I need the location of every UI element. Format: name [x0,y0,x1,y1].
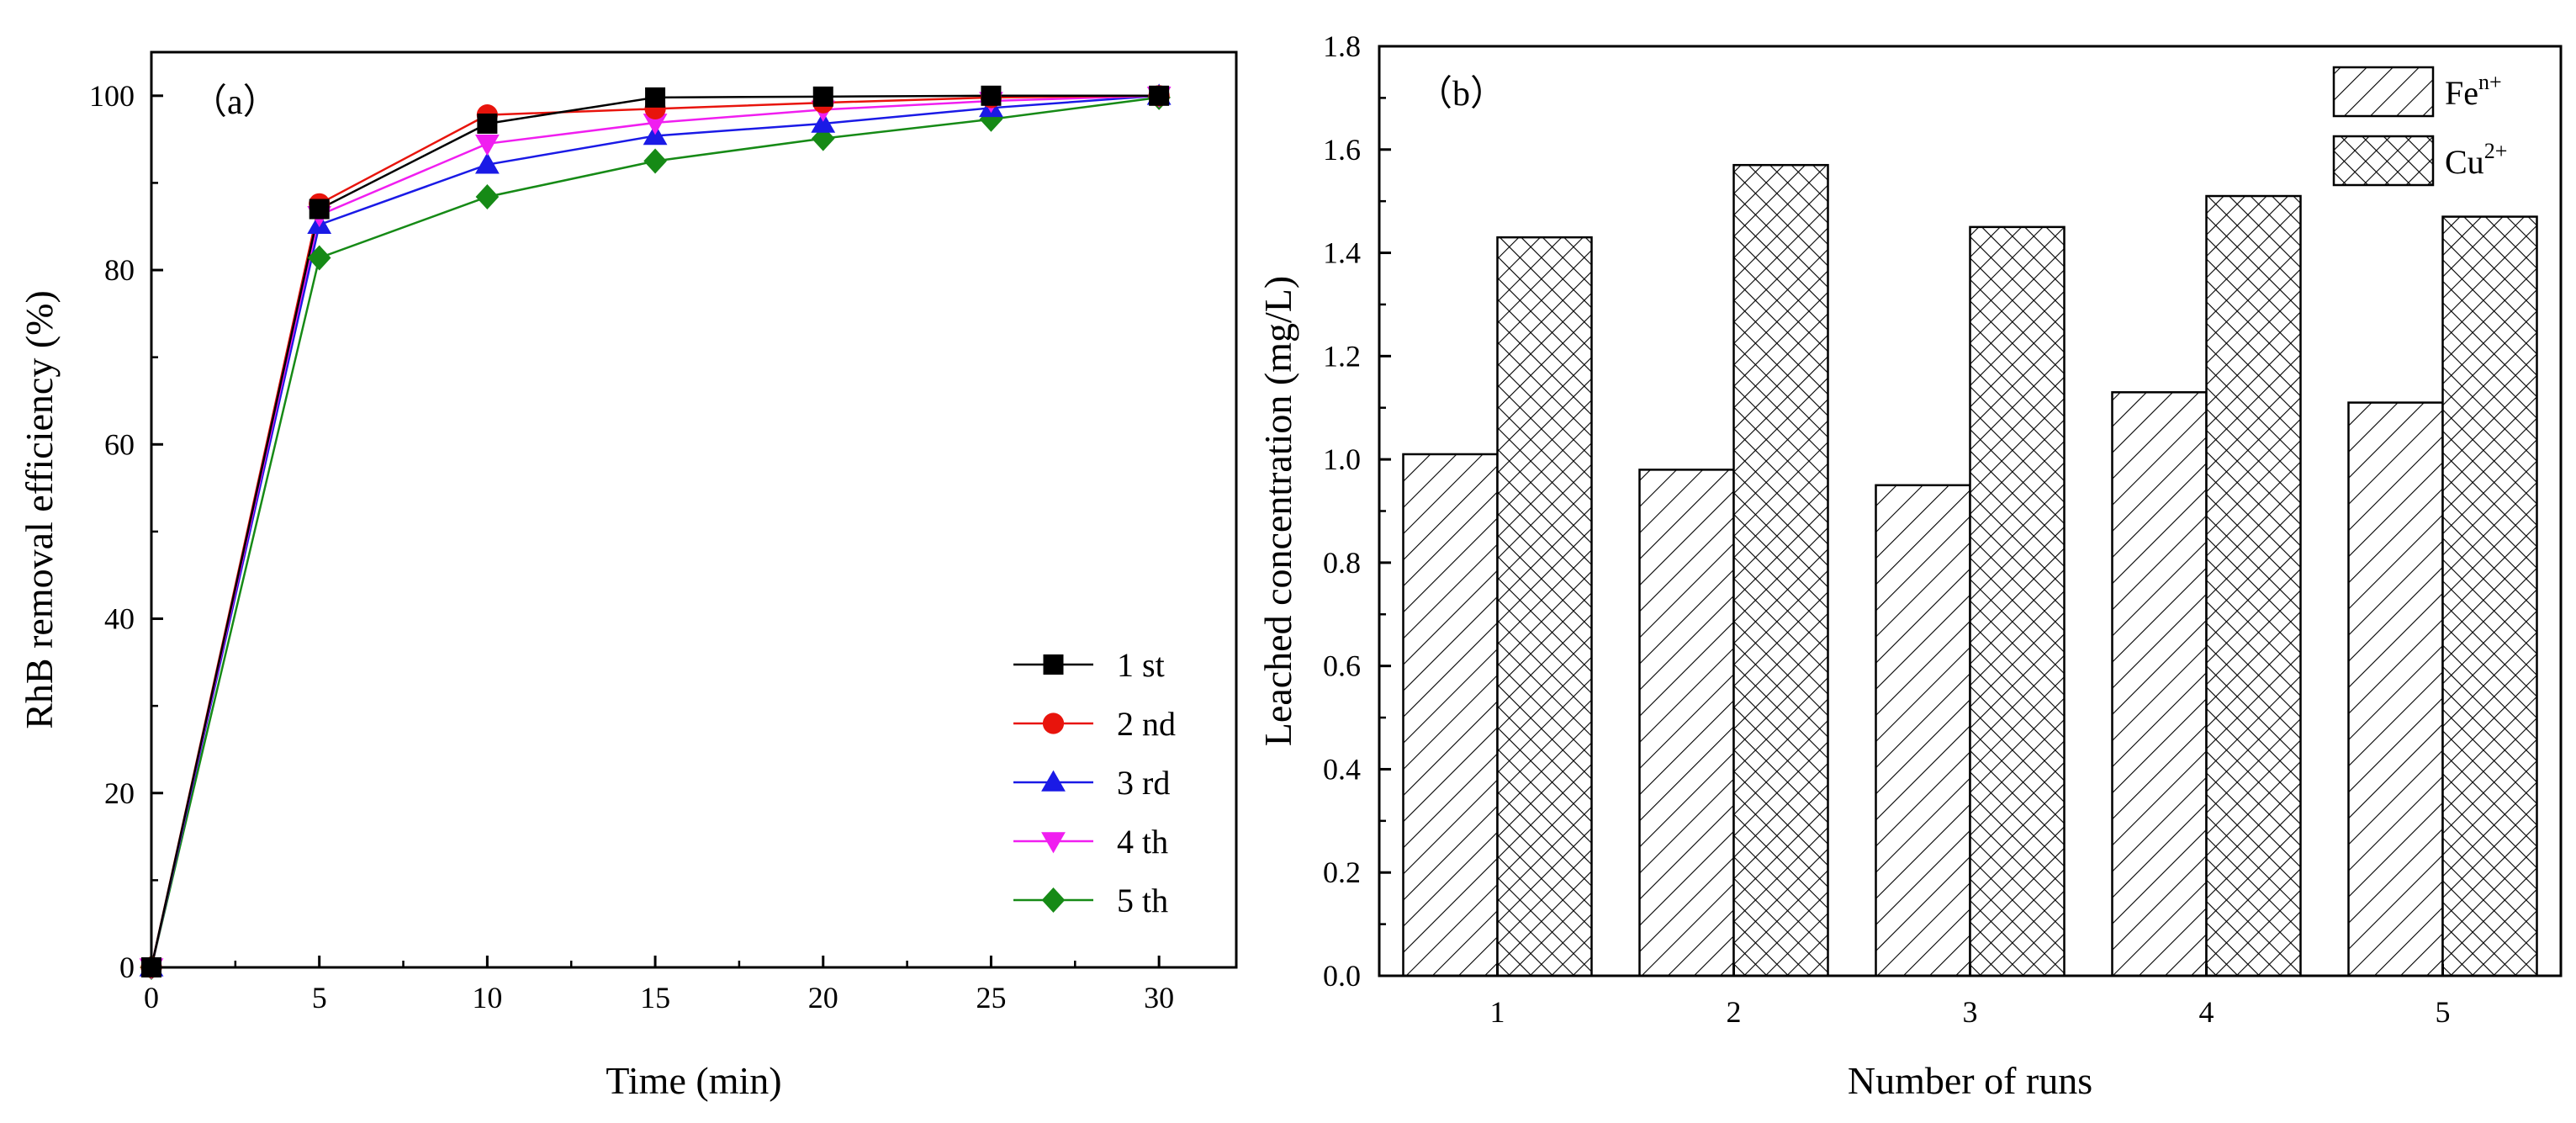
data-point [643,148,667,174]
panel-b-y-axis-title: Leached concentration (mg/L) [1256,276,1299,746]
y-tick-label: 1.2 [1323,339,1361,373]
data-point [811,125,835,151]
bar-cu-run-2 [1732,163,1829,977]
data-point [474,135,500,156]
panel-a-x-axis-title: Time (min) [606,1059,781,1102]
panel-a-label: （a） [192,83,278,122]
x-tick-label: 5 [312,981,327,1014]
y-tick-label: 1.0 [1323,442,1361,476]
panel-a-marks [139,83,1172,980]
y-tick-label: 60 [104,427,135,461]
x-tick-label: 25 [976,981,1006,1014]
x-tick-label: 4 [2199,995,2214,1029]
bar-fe-run-5 [2347,401,2444,977]
data-point [812,86,833,107]
data-point [1149,85,1170,106]
legend-label: 3 rd [1117,764,1170,802]
bar-cu-run-4 [2205,194,2302,977]
y-tick-label: 0.0 [1323,959,1361,993]
legend-label: 5 th [1117,882,1168,919]
legend-label: 4 th [1117,823,1168,861]
legend-label-cu: Cu2+ [2445,139,2507,181]
x-tick-label: 5 [2436,995,2451,1029]
legend-label: 2 nd [1117,705,1176,743]
bar-cu-run-5 [2441,215,2538,977]
legend-marker [1043,654,1064,675]
y-tick-label: 1.8 [1323,29,1361,63]
y-tick-label: 0 [119,951,135,984]
panel-b-bar-chart: 1 2 3 4 50.00.20.40.60.81.01.21.41.61.8 （b） … [1256,29,2563,1102]
y-tick-label: 1.6 [1323,133,1361,167]
x-tick-label: 30 [1144,981,1174,1014]
y-tick-label: 1.4 [1323,236,1361,270]
data-point [475,184,500,210]
y-tick-label: 20 [104,776,135,810]
legend-swatch-fe [2332,66,2435,118]
x-tick-label: 1 [1490,995,1505,1029]
y-tick-label: 0.6 [1323,649,1361,683]
y-tick-label: 40 [104,602,135,636]
data-point [645,87,666,108]
x-tick-label: 15 [640,981,670,1014]
panel-a-legend: 1 st 2 nd 3 rd 4 th 5 th [1013,646,1176,919]
data-point [981,85,1002,106]
legend-swatch-cu [2332,135,2435,187]
bar-fe-run-2 [1638,469,1735,977]
panel-b-bars [1402,163,2538,977]
series-line-4 [150,94,1160,968]
bar-cu-run-1 [1496,236,1593,977]
panel-b-legend: Fen+ Cu2+ [2332,66,2507,187]
data-point [811,111,836,133]
data-point [474,152,500,174]
bar-fe-run-4 [2111,391,2208,977]
series-line-2 [150,94,1160,968]
series-line-5 [150,96,1160,968]
panel-b-x-axis-title: Number of runs [1848,1059,2092,1102]
legend-label: 1 st [1117,646,1165,684]
y-tick-label: 100 [89,79,135,113]
y-tick-label: 0.4 [1323,752,1361,786]
x-tick-label: 2 [1727,995,1742,1029]
panel-b-label: （b） [1417,75,1505,114]
y-tick-label: 80 [104,253,135,287]
x-tick-label: 20 [808,981,838,1014]
data-point [309,199,330,220]
legend-marker [1041,887,1066,913]
x-tick-label: 3 [1963,995,1978,1029]
bar-fe-run-1 [1402,453,1499,977]
data-point [643,114,668,135]
x-tick-label: 0 [144,981,159,1014]
legend-label-fe: Fen+ [2445,70,2502,112]
legend-marker [1041,770,1066,792]
x-tick-label: 10 [472,981,502,1014]
bar-fe-run-3 [1875,484,1971,977]
panel-b-ticks: 1 2 3 4 5 0.0 0.2 0.4 0.6 0.8 1.0 1.2 1.4 1.6 1.8 [1323,29,2451,1029]
series-line-3 [150,94,1160,968]
legend-marker [1041,832,1066,854]
y-tick-label: 0.2 [1323,855,1361,889]
panel-a-y-axis-title: RhB removal efficiency (%) [18,290,61,729]
bar-cu-run-3 [1969,225,2066,977]
panel-a-plot-frame [150,50,1238,969]
data-point [307,245,331,271]
panel-a-ticks: 0 5 10 15 20 25 30 0 20 40 60 80 100 [89,79,1174,1014]
data-point [477,113,498,134]
series-line-1 [150,94,1160,968]
legend-marker [1042,712,1065,734]
y-tick-label: 0.8 [1323,546,1361,580]
